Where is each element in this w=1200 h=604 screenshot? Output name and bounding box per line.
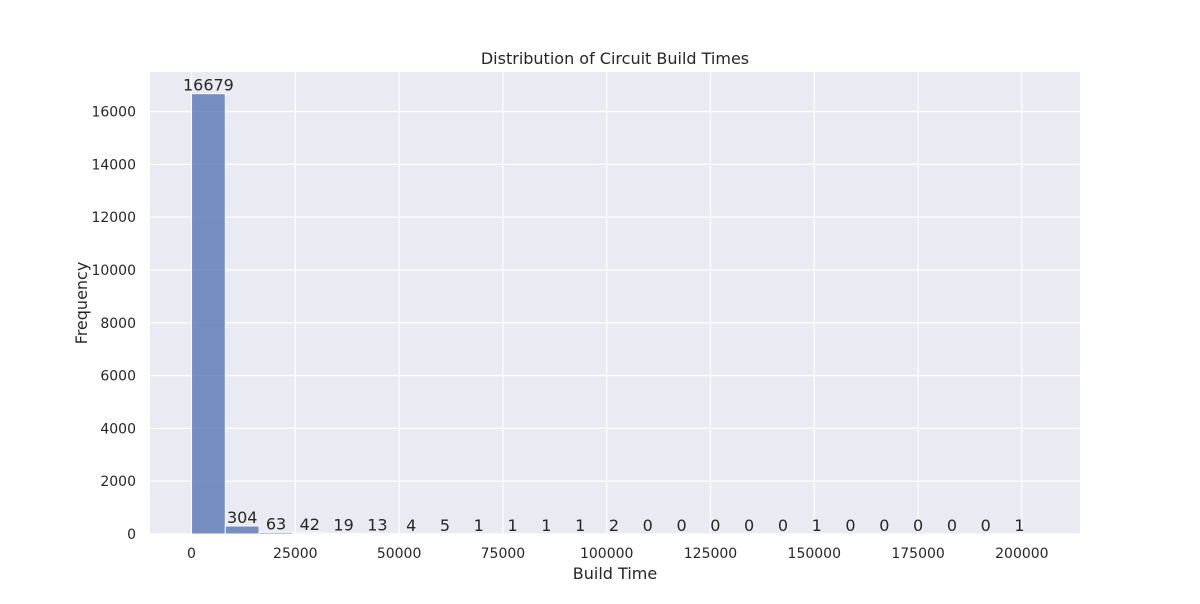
- bar-value-label: 1: [507, 516, 517, 535]
- y-tick-label: 16000: [91, 105, 136, 121]
- bar-value-label: 0: [947, 516, 957, 535]
- bar-value-label: 42: [300, 515, 320, 534]
- bar-value-label: 4: [406, 516, 416, 535]
- bar-value-label: 0: [981, 516, 991, 535]
- chart-title: Distribution of Circuit Build Times: [481, 49, 749, 68]
- bar-value-label: 1: [1014, 516, 1024, 535]
- bar-value-label: 0: [710, 516, 720, 535]
- histogram-bar: [225, 526, 259, 534]
- y-tick-label: 14000: [91, 157, 136, 173]
- bar-value-label: 0: [913, 516, 923, 535]
- bar-value-label: 1: [812, 516, 822, 535]
- bar-value-label: 304: [227, 508, 258, 527]
- y-axis-label: Frequency: [72, 262, 91, 345]
- bar-value-label: 13: [367, 516, 387, 535]
- x-tick-label: 0: [187, 546, 196, 562]
- x-tick-label: 175000: [891, 546, 944, 562]
- bar-value-label: 1: [575, 516, 585, 535]
- y-tick-label: 0: [127, 527, 136, 543]
- y-tick-label: 12000: [91, 210, 136, 226]
- bar-value-label: 1: [474, 516, 484, 535]
- y-tick-label: 4000: [100, 421, 136, 437]
- bar-value-label: 1: [541, 516, 551, 535]
- x-tick-label: 75000: [481, 546, 526, 562]
- bar-value-label: 0: [778, 516, 788, 535]
- x-axis-label: Build Time: [573, 564, 657, 583]
- bar-value-label: 16679: [183, 76, 234, 95]
- x-tick-label: 150000: [788, 546, 841, 562]
- x-tick-label: 100000: [580, 546, 633, 562]
- bar-value-label: 2: [609, 516, 619, 535]
- y-axis-ticks: 0 2000 4000 6000 8000 10000 12000 14000 16000: [91, 105, 136, 543]
- bar-value-label: 0: [845, 516, 855, 535]
- bar-value-label: 19: [333, 515, 353, 534]
- x-tick-label: 25000: [273, 546, 318, 562]
- histogram-bar: [192, 94, 226, 534]
- x-tick-label: 50000: [377, 546, 422, 562]
- plot-area: [150, 72, 1080, 534]
- bar-value-label: 0: [744, 516, 754, 535]
- x-tick-label: 125000: [684, 546, 737, 562]
- y-tick-label: 8000: [100, 316, 136, 332]
- bar-value-label: 5: [440, 516, 450, 535]
- bar-value-label: 63: [266, 514, 286, 533]
- bar-value-label: 0: [643, 516, 653, 535]
- x-axis-ticks: 0 25000 50000 75000 100000 125000 150000 175000…: [187, 546, 1049, 562]
- y-tick-label: 6000: [100, 369, 136, 385]
- bar-value-label: 0: [676, 516, 686, 535]
- y-tick-label: 2000: [100, 474, 136, 490]
- y-tick-label: 10000: [91, 263, 136, 279]
- x-tick-label: 200000: [995, 546, 1048, 562]
- bar-value-label: 0: [879, 516, 889, 535]
